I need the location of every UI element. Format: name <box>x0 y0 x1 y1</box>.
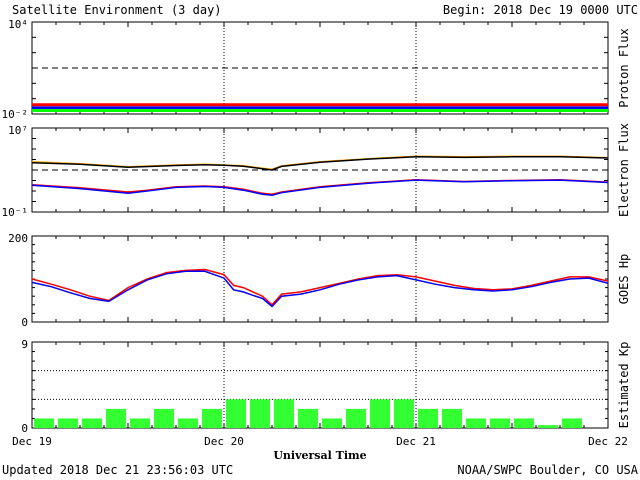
y-axis-label: Electron Flux <box>617 123 631 217</box>
y-tick-label: 0 <box>21 316 28 329</box>
kp-bar <box>106 408 126 428</box>
credit: NOAA/SWPC Boulder, CO USA <box>457 463 638 477</box>
y-tick-label: 10⁻² <box>2 108 29 121</box>
kp-bar <box>226 399 246 428</box>
kp-bar <box>250 399 270 428</box>
kp-panel: 9 0 Estimated Kp <box>21 338 631 435</box>
kp-bar <box>346 408 366 428</box>
x-axis-title: Universal Time <box>273 449 366 462</box>
proton-panel: 10⁴ 10⁻² Proton Flux <box>2 18 632 121</box>
kp-bar <box>394 399 414 428</box>
x-tick-label: Dec 21 <box>396 435 436 448</box>
y-tick-label: 9 <box>21 338 28 351</box>
kp-bar <box>82 418 102 428</box>
kp-bar <box>178 418 198 428</box>
kp-bar <box>466 418 486 428</box>
panel-frame <box>31 127 609 213</box>
kp-bar <box>418 408 438 428</box>
series-red-line <box>31 268 609 306</box>
kp-bar <box>130 418 150 428</box>
y-tick-label: 10⁴ <box>8 18 28 31</box>
kp-bar <box>322 418 342 428</box>
series-blue-line <box>31 270 609 308</box>
kp-bar <box>34 418 54 428</box>
y-tick-label: 10⁻¹ <box>2 206 29 219</box>
kp-bar <box>370 399 390 428</box>
begin-time: Begin: 2018 Dec 19 0000 UTC <box>443 3 638 17</box>
updated-time: Updated 2018 Dec 21 23:56:03 UTC <box>2 463 233 477</box>
y-tick-label: 10⁷ <box>8 124 28 137</box>
kp-bar <box>538 425 558 428</box>
kp-bar <box>298 408 318 428</box>
kp-bar <box>514 418 534 428</box>
series-blue-line <box>31 179 609 196</box>
electron-panel: 10⁷ 10⁻¹ Electron Flux <box>2 123 632 219</box>
series-black-line <box>31 156 609 171</box>
kp-bar <box>274 399 294 428</box>
kp-bar <box>562 418 582 428</box>
kp-bar <box>58 418 78 428</box>
panel-frame <box>31 21 609 115</box>
y-axis-label: GOES Hp <box>617 254 631 305</box>
y-axis-label: Estimated Kp <box>617 342 631 429</box>
kp-bar <box>442 408 462 428</box>
kp-bar <box>490 418 510 428</box>
y-tick-label: 200 <box>8 232 28 245</box>
x-tick-label: Dec 19 <box>12 435 52 448</box>
chart-title: Satellite Environment (3 day) <box>12 3 222 17</box>
panel-frame <box>31 235 609 323</box>
x-tick-label: Dec 22 <box>588 435 628 448</box>
kp-bar <box>154 408 174 428</box>
hp-panel: 200 0 GOES Hp <box>8 232 631 329</box>
x-tick-label: Dec 20 <box>204 435 244 448</box>
kp-bar <box>202 408 222 428</box>
y-axis-label: Proton Flux <box>617 28 631 107</box>
y-tick-label: 0 <box>21 422 28 435</box>
